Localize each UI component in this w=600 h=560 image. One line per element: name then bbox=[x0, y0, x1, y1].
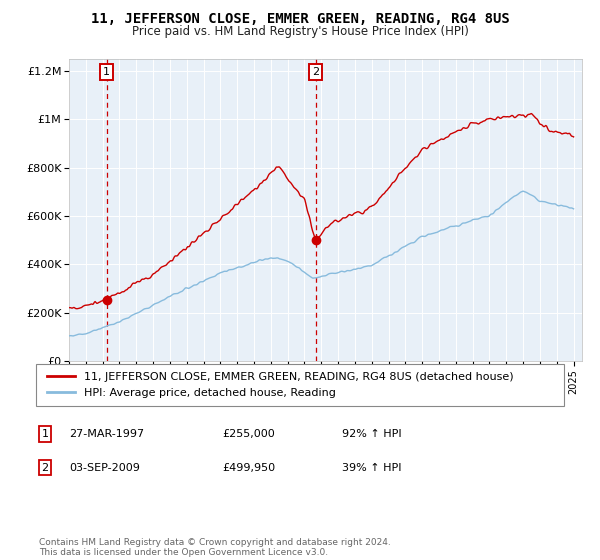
Text: 39% ↑ HPI: 39% ↑ HPI bbox=[342, 463, 401, 473]
Text: 11, JEFFERSON CLOSE, EMMER GREEN, READING, RG4 8US: 11, JEFFERSON CLOSE, EMMER GREEN, READIN… bbox=[91, 12, 509, 26]
Text: £255,000: £255,000 bbox=[222, 429, 275, 439]
Text: Price paid vs. HM Land Registry's House Price Index (HPI): Price paid vs. HM Land Registry's House … bbox=[131, 25, 469, 38]
Text: 1: 1 bbox=[103, 67, 110, 77]
Text: 2: 2 bbox=[41, 463, 49, 473]
Legend: 11, JEFFERSON CLOSE, EMMER GREEN, READING, RG4 8US (detached house), HPI: Averag: 11, JEFFERSON CLOSE, EMMER GREEN, READIN… bbox=[47, 372, 513, 398]
Text: £499,950: £499,950 bbox=[222, 463, 275, 473]
Text: 2: 2 bbox=[312, 67, 319, 77]
Text: Contains HM Land Registry data © Crown copyright and database right 2024.
This d: Contains HM Land Registry data © Crown c… bbox=[39, 538, 391, 557]
Text: 03-SEP-2009: 03-SEP-2009 bbox=[69, 463, 140, 473]
Text: 1: 1 bbox=[41, 429, 49, 439]
Text: 27-MAR-1997: 27-MAR-1997 bbox=[69, 429, 144, 439]
Text: 92% ↑ HPI: 92% ↑ HPI bbox=[342, 429, 401, 439]
